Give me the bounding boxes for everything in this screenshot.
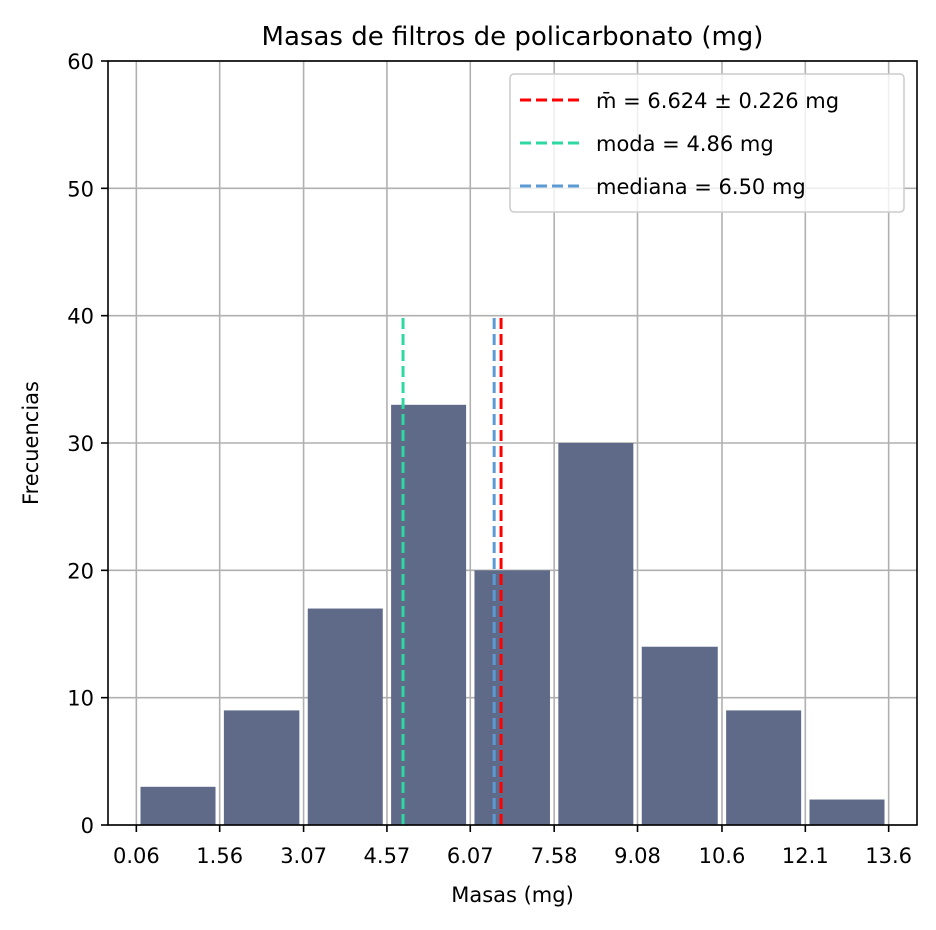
histogram-bar	[474, 570, 550, 825]
y-tick-label: 30	[67, 432, 94, 456]
legend-label: moda = 4.86 mg	[596, 132, 774, 156]
x-tick-label: 13.6	[865, 844, 912, 868]
x-axis-label: Masas (mg)	[451, 883, 574, 907]
chart-title: Masas de filtros de policarbonato (mg)	[262, 22, 764, 52]
histogram-bar	[223, 710, 300, 825]
x-tick-label: 6.07	[447, 844, 494, 868]
x-tick-label: 10.6	[699, 844, 746, 868]
legend-label: m̄ = 6.624 ± 0.226 mg	[596, 89, 839, 113]
y-axis-label: Frecuencias	[19, 381, 43, 505]
y-tick-label: 20	[67, 559, 94, 583]
y-tick-label: 40	[67, 305, 94, 329]
x-tick-label: 0.06	[113, 844, 160, 868]
x-tick-label: 9.08	[614, 844, 661, 868]
bars	[140, 404, 885, 825]
histogram-bar	[726, 710, 802, 825]
y-tick-label: 0	[81, 814, 94, 838]
x-tick-label: 7.58	[531, 844, 578, 868]
legend-box	[509, 73, 905, 213]
x-tick-label: 4.57	[364, 844, 411, 868]
histogram-bar	[558, 443, 634, 825]
y-tick-label: 60	[67, 50, 94, 74]
y-tick-label: 10	[67, 687, 94, 711]
x-tick-label: 1.56	[196, 844, 243, 868]
histogram-bar	[307, 608, 383, 825]
histogram-bar	[809, 799, 885, 825]
y-tick-label: 50	[67, 177, 94, 201]
histogram-bar	[641, 646, 718, 825]
legend-label: mediana = 6.50 mg	[596, 175, 806, 199]
x-tick-label: 12.1	[782, 844, 829, 868]
reference-lines	[401, 315, 503, 825]
legend: m̄ = 6.624 ± 0.226 mg moda = 4.86 mg media…	[509, 73, 905, 213]
ticks: 0.06 1.56 3.07 4.57 6.07 7.58 9.08 10.6 12.1 13.6…	[67, 50, 912, 868]
x-tick-label: 3.07	[280, 844, 327, 868]
histogram-bar	[140, 786, 216, 825]
